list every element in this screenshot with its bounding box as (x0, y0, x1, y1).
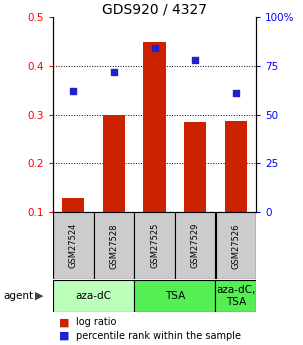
Text: log ratio: log ratio (76, 317, 116, 327)
Bar (215, 212, 256, 279)
Point (193, 57, 198, 63)
Text: GSM27528: GSM27528 (109, 223, 118, 268)
Text: GSM27526: GSM27526 (231, 223, 240, 268)
Bar (94, 212, 134, 279)
Text: percentile rank within the sample: percentile rank within the sample (76, 331, 241, 341)
Bar (184, 122, 206, 212)
Bar (215, 280, 256, 312)
Point (233, 90, 238, 96)
Text: aza-dC,
TSA: aza-dC, TSA (216, 285, 255, 307)
Bar (53, 280, 134, 312)
Bar (103, 115, 125, 212)
Text: GSM27529: GSM27529 (191, 223, 200, 268)
Text: ▶: ▶ (35, 291, 43, 301)
Text: agent: agent (3, 291, 33, 301)
Bar (143, 42, 166, 212)
Text: GSM27525: GSM27525 (150, 223, 159, 268)
Text: TSA: TSA (165, 291, 185, 301)
Text: ■: ■ (59, 331, 70, 341)
Bar (225, 120, 247, 212)
Bar (134, 212, 175, 279)
Bar (62, 198, 85, 212)
Point (152, 46, 157, 51)
Bar (175, 212, 215, 279)
Text: ■: ■ (59, 317, 70, 327)
Bar (53, 212, 94, 279)
Title: GDS920 / 4327: GDS920 / 4327 (102, 2, 207, 16)
Text: GSM27524: GSM27524 (69, 223, 78, 268)
Point (71, 89, 76, 94)
Bar (134, 280, 215, 312)
Point (112, 69, 116, 75)
Text: aza-dC: aza-dC (76, 291, 112, 301)
